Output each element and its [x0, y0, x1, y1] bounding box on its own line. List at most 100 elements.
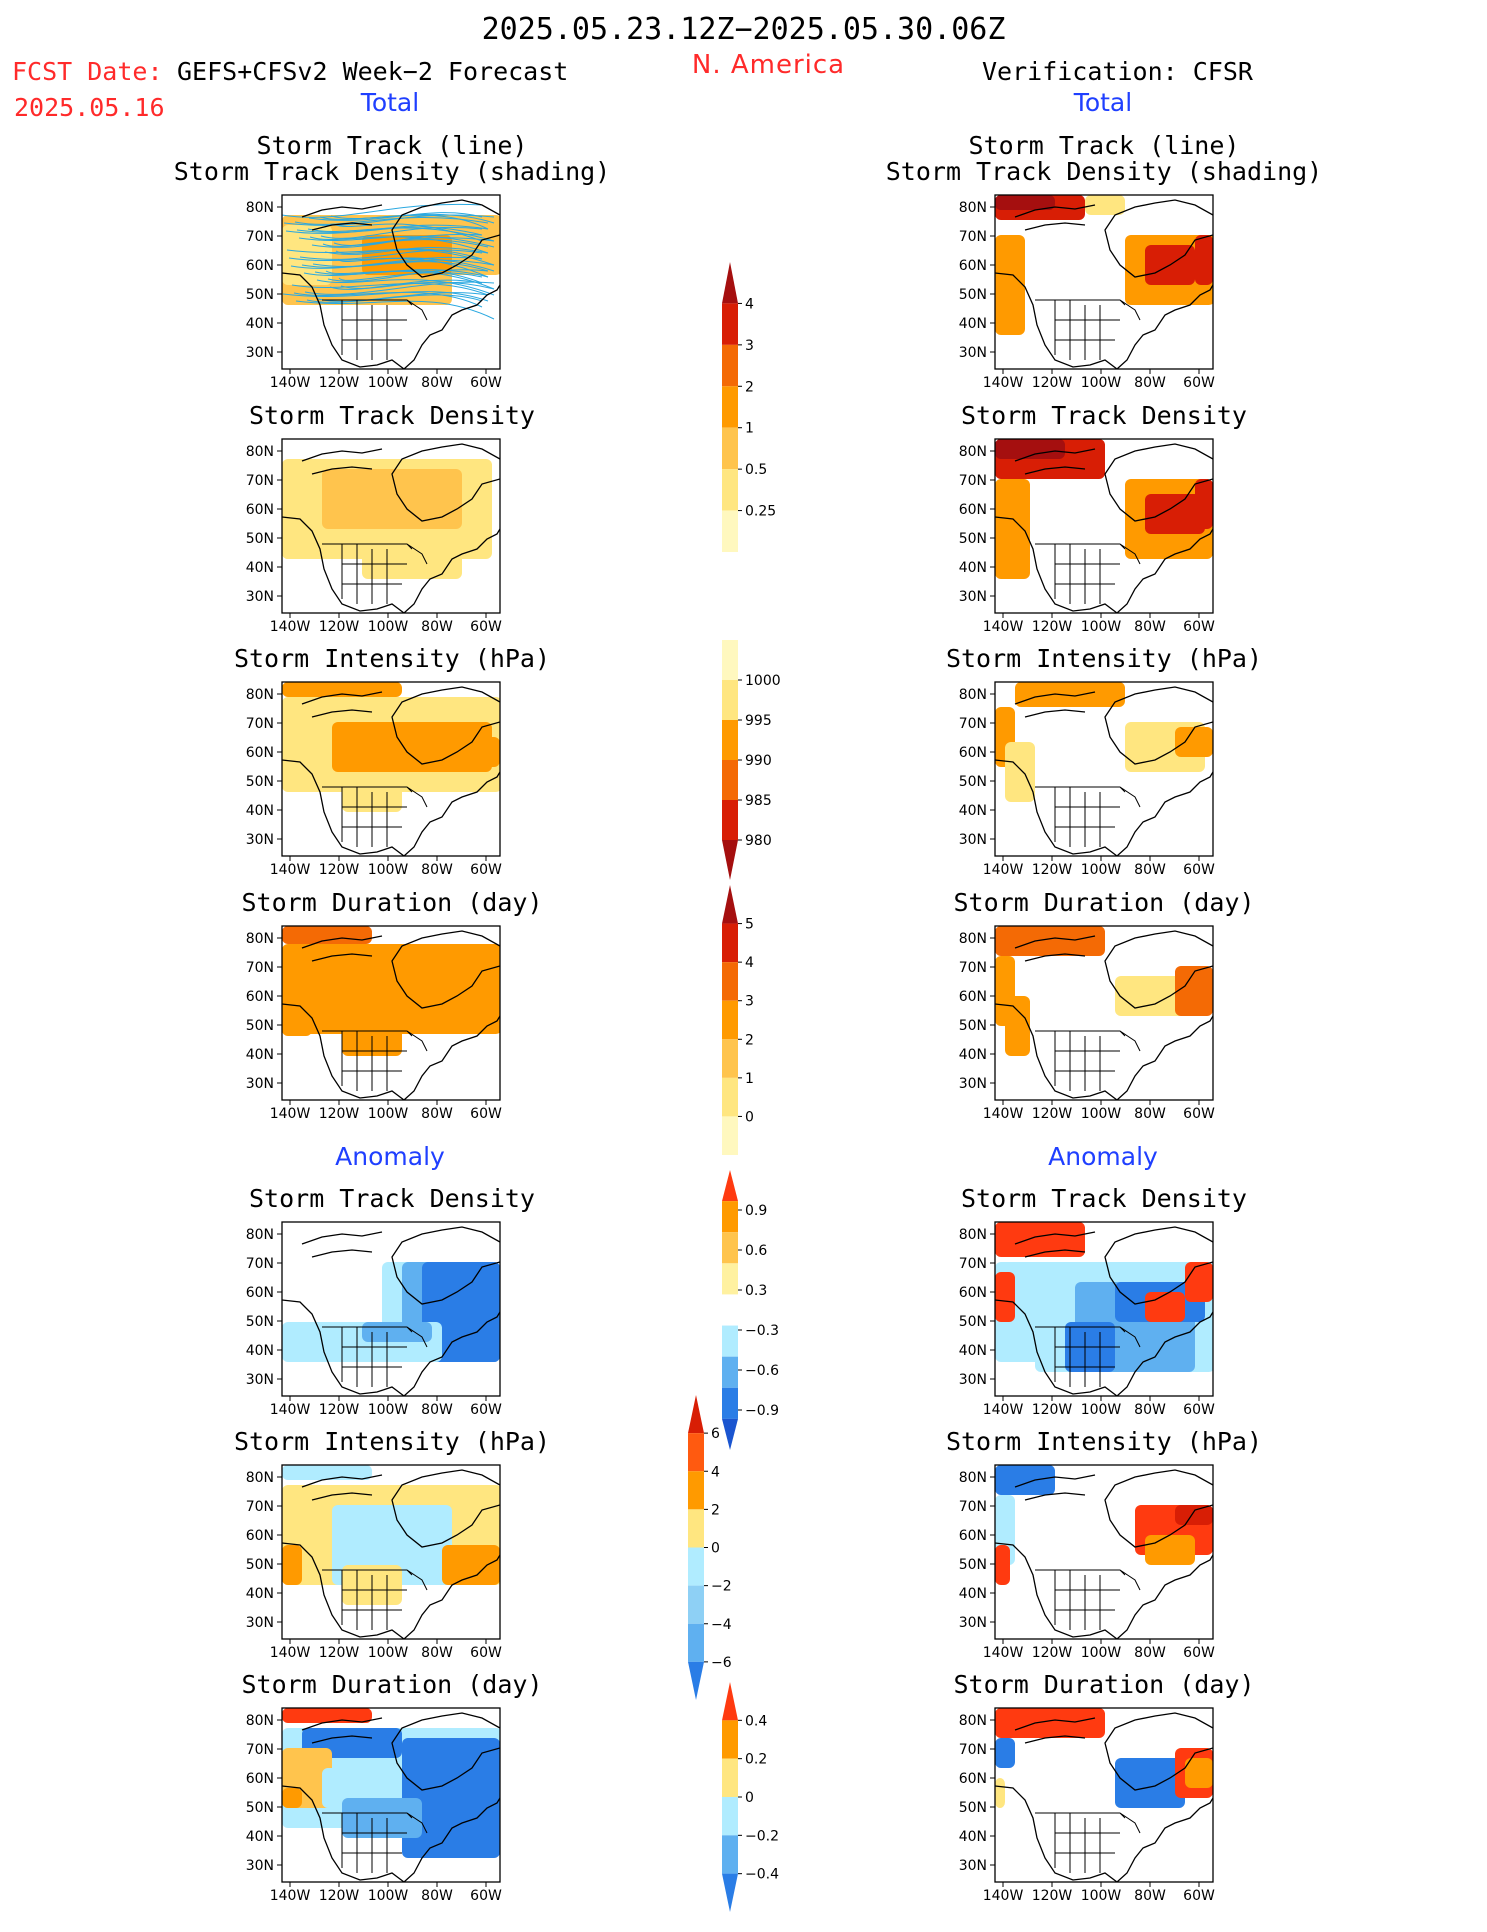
- colorbar-tick-label: 0.6: [745, 1243, 767, 1259]
- colorbar-swatch: [722, 344, 738, 387]
- lon-tick-label: 120W: [319, 1888, 360, 1904]
- lon-tick-label: 140W: [983, 619, 1024, 635]
- lat-tick-label: 60N: [246, 1771, 274, 1787]
- panel-title-density-anom-right: Storm Track Density: [961, 1184, 1247, 1213]
- lon-tick-label: 140W: [270, 1645, 311, 1661]
- lat-tick-label: 40N: [959, 316, 987, 332]
- shading-cell: [282, 1545, 302, 1585]
- shading-cell: [322, 469, 462, 529]
- colorbar-tick-label: 0.3: [745, 1283, 767, 1299]
- lat-tick-label: 40N: [246, 1586, 274, 1602]
- lat-tick-label: 30N: [246, 1615, 274, 1631]
- total-label-right: Total: [1073, 88, 1133, 117]
- anomaly-label-right: Anomaly: [1048, 1142, 1158, 1171]
- lat-tick-label: 70N: [959, 473, 987, 489]
- panel-title-track-shading-right: Storm Track Density (shading): [885, 157, 1323, 186]
- colorbar-swatch: [722, 303, 738, 345]
- lon-tick-label: 140W: [270, 1106, 311, 1122]
- lat-tick-label: 70N: [959, 960, 987, 976]
- colorbar-swatch: [722, 469, 738, 511]
- lat-tick-label: 40N: [246, 1047, 274, 1063]
- colorbar-swatch: [722, 1356, 738, 1388]
- lon-tick-label: 80W: [1134, 375, 1166, 391]
- map-density-anom-left: 80N 70N 60N 50N 40N 30N 140W 120W 100W 80W 60W: [246, 1221, 502, 1418]
- colorbar-swatch: [722, 1000, 738, 1040]
- colorbar-tick-label: 3: [745, 338, 754, 354]
- colorbar-tick-label: 4: [745, 296, 754, 312]
- colorbar-tick-label: 2: [711, 1502, 720, 1518]
- lat-tick-label: 50N: [246, 531, 274, 547]
- colorbar-tick-label: 4: [711, 1464, 720, 1480]
- lat-tick-label: 30N: [959, 1615, 987, 1631]
- shading-cell: [1175, 966, 1213, 1016]
- shading-cell: [995, 195, 1055, 210]
- lat-tick-label: 40N: [959, 560, 987, 576]
- lat-tick-label: 60N: [959, 1771, 987, 1787]
- colorbar-tick-label: 5: [745, 917, 754, 933]
- shading-cell: [1145, 1292, 1185, 1322]
- lon-tick-label: 120W: [1032, 619, 1073, 635]
- lat-tick-label: 40N: [959, 1047, 987, 1063]
- colorbar-swatch: [722, 760, 738, 800]
- map-intensity-right: 80N 70N 60N 50N 40N 30N 140W 120W 100W 80W 60W: [959, 681, 1215, 878]
- lon-tick-label: 100W: [1081, 1402, 1122, 1418]
- lat-tick-label: 60N: [959, 989, 987, 1005]
- colorbar-swatch: [722, 800, 738, 840]
- lon-tick-label: 120W: [1032, 1402, 1073, 1418]
- shading-cell: [1015, 682, 1125, 707]
- lat-tick-label: 50N: [246, 1800, 274, 1816]
- lon-tick-label: 120W: [1032, 1106, 1073, 1122]
- colorbar-swatch: [688, 1623, 704, 1662]
- shading-cell: [1145, 494, 1205, 534]
- lat-tick-label: 60N: [246, 745, 274, 761]
- shading-cell: [282, 986, 312, 1036]
- lat-tick-label: 80N: [959, 1470, 987, 1486]
- lon-tick-label: 140W: [270, 1402, 311, 1418]
- lon-tick-label: 60W: [1183, 1645, 1215, 1661]
- lat-tick-label: 50N: [959, 531, 987, 547]
- map-duration-right: 80N 70N 60N 50N 40N 30N 140W 120W 100W 80W 60W: [959, 925, 1215, 1122]
- colorbar-tick-label: 0.9: [745, 1203, 767, 1219]
- panel-title-track-shading-left: Storm Track Density (shading): [173, 157, 611, 186]
- shading-cell: [1185, 1262, 1213, 1302]
- colorbar-swatch: [722, 1418, 738, 1450]
- shading-cell: [362, 235, 452, 275]
- shading-cell: [1175, 1505, 1213, 1525]
- anomaly-label-left: Anomaly: [335, 1142, 445, 1171]
- lat-tick-label: 50N: [246, 1314, 274, 1330]
- colorbar-swatch: [722, 1387, 738, 1419]
- lat-tick-label: 40N: [246, 316, 274, 332]
- lat-tick-label: 40N: [246, 1343, 274, 1359]
- lat-tick-label: 80N: [246, 200, 274, 216]
- lon-tick-label: 140W: [983, 1402, 1024, 1418]
- shading-cell: [282, 225, 332, 285]
- shading-cell: [282, 1465, 372, 1480]
- lat-tick-label: 40N: [246, 803, 274, 819]
- colorbar-swatch: [688, 1433, 704, 1472]
- lon-tick-label: 140W: [270, 1888, 311, 1904]
- colorbar-swatch: [688, 1547, 704, 1586]
- lat-tick-label: 80N: [246, 687, 274, 703]
- lon-tick-label: 80W: [1134, 1645, 1166, 1661]
- colorbar-swatch: [722, 1170, 738, 1202]
- colorbar-tick-label: 980: [745, 833, 772, 849]
- lat-tick-label: 80N: [246, 1470, 274, 1486]
- colorbar-swatch: [722, 640, 738, 680]
- panel-title-duration-anom-right: Storm Duration (day): [953, 1670, 1255, 1699]
- lat-tick-label: 70N: [246, 473, 274, 489]
- lat-tick-label: 30N: [246, 589, 274, 605]
- lon-tick-label: 140W: [270, 375, 311, 391]
- lat-tick-label: 30N: [959, 1372, 987, 1388]
- colorbar-swatch: [722, 427, 738, 470]
- lat-tick-label: 30N: [246, 1076, 274, 1092]
- lon-tick-label: 60W: [470, 375, 502, 391]
- map-density-anom-right: 80N 70N 60N 50N 40N 30N 140W 120W 100W 80W 60W: [959, 1221, 1215, 1418]
- lat-tick-label: 50N: [959, 287, 987, 303]
- shading-cell: [995, 479, 1030, 579]
- lon-tick-label: 60W: [1183, 375, 1215, 391]
- lat-tick-label: 40N: [959, 1829, 987, 1845]
- lat-tick-label: 30N: [959, 589, 987, 605]
- lat-tick-label: 60N: [959, 1285, 987, 1301]
- duration-anomaly-colorbar: 0.4 0.2 0 −0.2 −0.4: [722, 1682, 779, 1912]
- shading-cell: [282, 944, 500, 1034]
